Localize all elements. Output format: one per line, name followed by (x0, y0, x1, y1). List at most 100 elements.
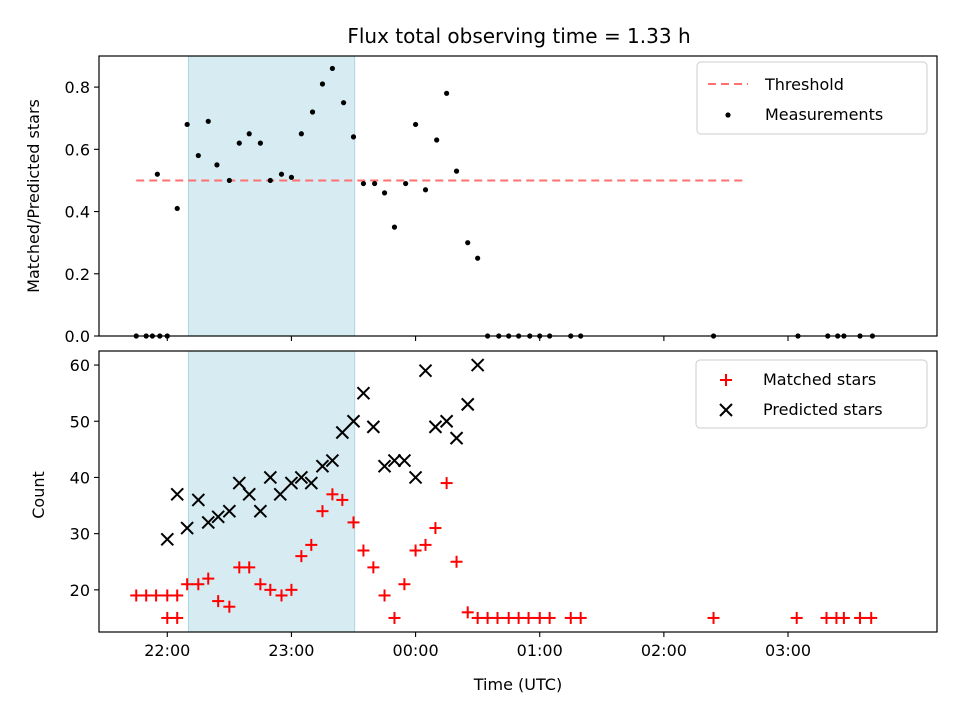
x-tick-label: 23:00 (268, 641, 314, 660)
predicted-star-point (253, 504, 268, 518)
matched-star-point (243, 561, 256, 574)
predicted-star-point (461, 397, 475, 412)
matched-star-point (305, 538, 318, 551)
matched-star-point (150, 589, 163, 602)
measurement-point (444, 90, 450, 96)
matched-star-point (212, 595, 225, 608)
measurement-point (246, 131, 252, 137)
chart-title: Flux total observing time = 1.33 h (347, 24, 690, 48)
bottom-panel: 22:00 23:00 00:00 01:00 02:00 03:00 20 30 40 50 6… (29, 350, 938, 694)
measurement-point (329, 65, 335, 72)
predicted-star-point (356, 386, 371, 400)
predicted-star-point (335, 425, 350, 440)
matched-star-point (378, 589, 391, 602)
legend-matched-swatch (720, 374, 732, 386)
top-plot-frame (98, 55, 938, 337)
y-tick-label: 50 (70, 412, 90, 431)
x-tick-label: 03:00 (765, 641, 811, 660)
predicted-star-point (273, 487, 287, 502)
measurement-point (350, 134, 357, 140)
legend-predicted-swatch (719, 403, 733, 417)
measurement-point (465, 240, 471, 246)
x-tick-label: 00:00 (393, 641, 439, 660)
measurement-point (412, 121, 419, 128)
matched-star-point (171, 611, 184, 624)
predicted-star-point (428, 420, 443, 434)
predicted-star-point (211, 510, 225, 524)
legend-matched-label: Matched stars (763, 370, 876, 389)
matched-star-point (398, 578, 411, 591)
measurement-point (340, 100, 347, 106)
measurement-point (381, 190, 388, 196)
predicted-star-point (294, 470, 309, 485)
matched-star-point (522, 611, 535, 624)
matched-star-point (192, 578, 205, 591)
matched-star-point (171, 589, 184, 602)
predicted-star-point (160, 532, 174, 546)
predicted-star-point (387, 453, 402, 468)
matched-star-point (865, 611, 878, 624)
matched-star-point (285, 583, 298, 596)
y-tick-label: 0.2 (65, 265, 90, 284)
matched-star-point (461, 606, 474, 619)
legend-measurements-swatch (725, 112, 731, 118)
predicted-star-point (346, 414, 361, 428)
highlight-region (187, 55, 356, 337)
measurement-point (184, 121, 190, 128)
y-tick-label: 0.4 (65, 203, 90, 222)
matched-star-point (491, 611, 504, 624)
predicted-star-point (325, 453, 340, 468)
matched-star-point (837, 611, 850, 624)
matched-star-point (275, 589, 288, 602)
matched-star-point (429, 522, 442, 535)
matched-star-point (440, 477, 453, 490)
predicted-star-point (366, 420, 381, 434)
bottom-legend: Matched stars Predicted stars (695, 359, 928, 429)
matched-star-point (707, 611, 720, 624)
measurement-point (154, 171, 160, 177)
matched-star-point (347, 516, 360, 529)
measurement-point (434, 137, 440, 143)
matched-star-point (574, 611, 587, 624)
y-tick-label: 30 (70, 525, 90, 544)
predicted-star-point (180, 521, 194, 535)
matched-star-point (543, 611, 556, 624)
predicted-star-point (170, 487, 184, 502)
legend-threshold-label: Threshold (764, 75, 844, 94)
legend-measurements-label: Measurements (765, 105, 883, 124)
measurement-point (298, 131, 304, 137)
measurement-point (422, 187, 429, 193)
measurement-point (267, 177, 273, 184)
y-tick-label: 0.0 (65, 327, 90, 346)
predicted-star-point (408, 470, 423, 485)
y-tick-label: 60 (70, 356, 90, 375)
measurement-point (236, 140, 242, 146)
predicted-star-point (304, 476, 319, 490)
x-tick-label: 22:00 (144, 641, 190, 660)
predicted-star-point (242, 487, 256, 502)
matched-star-point (316, 505, 329, 518)
matched-star-point (223, 600, 236, 613)
top-y-axis-label: Matched/Predicted stars (24, 99, 43, 293)
predicted-star-point (232, 476, 246, 490)
matched-star-point (367, 561, 380, 574)
matched-star-point (854, 611, 867, 624)
top-legend: Threshold Measurements (696, 61, 928, 135)
predicted-star-point (470, 358, 485, 372)
matched-star-point (295, 550, 308, 563)
predicted-star-point (201, 515, 215, 530)
predicted-star-point (439, 414, 454, 428)
x-axis-label: Time (UTC) (473, 675, 562, 694)
matched-star-point (409, 544, 422, 557)
y-tick-label: 0.8 (65, 78, 90, 97)
predicted-star-point (222, 504, 237, 518)
matched-star-point (254, 578, 267, 591)
matched-star-point (419, 538, 432, 551)
predicted-star-point (397, 453, 412, 468)
measurement-point (309, 109, 316, 115)
matched-star-point (264, 583, 277, 596)
top-panel: 0.00.20.40.60.8 Matched/Predicted stars … (24, 55, 938, 346)
predicted-star-point (449, 431, 464, 445)
matched-star-point (326, 488, 339, 501)
measurement-point (195, 152, 201, 159)
